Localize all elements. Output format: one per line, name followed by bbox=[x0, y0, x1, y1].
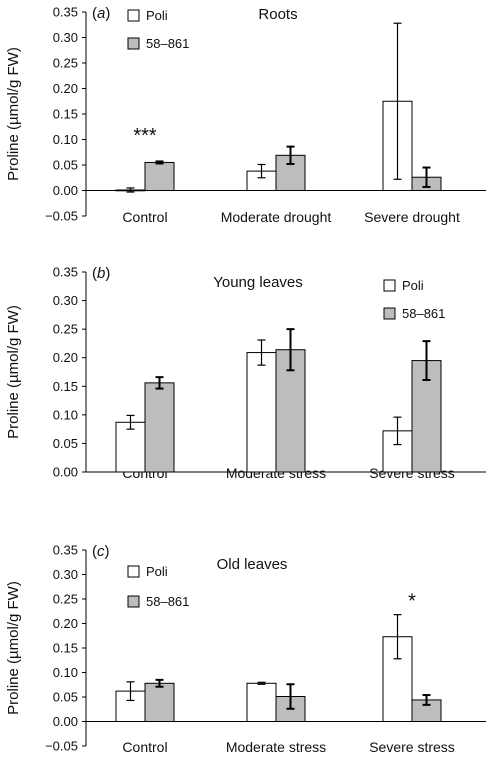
y-tick-label: 0.35 bbox=[53, 265, 78, 280]
y-tick-label: 0.25 bbox=[53, 592, 78, 607]
bar bbox=[144, 382, 175, 473]
x-tick-label: Control bbox=[122, 209, 167, 225]
chart-title: Roots bbox=[258, 6, 297, 23]
y-tick-label: 0.15 bbox=[53, 641, 78, 656]
legend-label: 58–861 bbox=[402, 306, 445, 321]
y-tick-label: 0.20 bbox=[53, 350, 78, 365]
chart-title: Old leaves bbox=[217, 556, 288, 573]
chart-panel-3: −0.05 0.00 0.05 0.10 0.15 0.20 0.25 0.30 0.35 Con… bbox=[5, 543, 486, 755]
y-tick-label: −0.05 bbox=[45, 739, 78, 754]
y-tick-label: 0.10 bbox=[53, 407, 78, 422]
y-tick-label: 0.05 bbox=[53, 158, 78, 173]
y-tick-label: 0.35 bbox=[53, 5, 78, 20]
y-tick-label: 0.25 bbox=[53, 322, 78, 337]
x-tick-label: Severe drought bbox=[364, 209, 460, 225]
legend-swatch bbox=[127, 565, 140, 578]
x-tick-label: Control bbox=[122, 739, 167, 755]
bar bbox=[144, 682, 175, 723]
y-tick-label: 0.00 bbox=[53, 183, 78, 198]
y-tick-label: 0.05 bbox=[53, 690, 78, 705]
y-tick-label: 0.10 bbox=[53, 665, 78, 680]
bar bbox=[144, 161, 175, 191]
significance-marker: *** bbox=[133, 125, 157, 147]
y-axis-label: Proline (µmol/g FW) bbox=[5, 47, 22, 181]
chart-panel-1: −0.05 0.00 0.05 0.10 0.15 0.20 0.25 0.30 0.35 Con… bbox=[5, 5, 486, 225]
legend-label: Poli bbox=[146, 564, 168, 579]
panel-label: (a) bbox=[92, 5, 110, 22]
bar bbox=[115, 690, 146, 722]
legend-swatch bbox=[127, 9, 140, 22]
y-tick-label: 0.15 bbox=[53, 107, 78, 122]
y-tick-label: 0.05 bbox=[53, 436, 78, 451]
y-tick-label: 0.00 bbox=[53, 714, 78, 729]
legend-label: Poli bbox=[402, 278, 424, 293]
bar bbox=[246, 352, 277, 473]
chart-title: Young leaves bbox=[213, 274, 303, 291]
y-axis-label: Proline (µmol/g FW) bbox=[5, 305, 22, 439]
y-tick-label: 0.00 bbox=[53, 465, 78, 480]
y-axis-label: Proline (µmol/g FW) bbox=[5, 581, 22, 715]
y-tick-label: 0.35 bbox=[53, 543, 78, 558]
y-tick-label: 0.25 bbox=[53, 56, 78, 71]
bar bbox=[246, 682, 277, 723]
y-tick-label: 0.30 bbox=[53, 30, 78, 45]
legend-label: 58–861 bbox=[146, 594, 189, 609]
x-tick-label: Moderate drought bbox=[221, 209, 332, 225]
legend-label: Poli bbox=[146, 8, 168, 23]
y-tick-label: −0.05 bbox=[45, 209, 78, 224]
significance-marker: * bbox=[408, 591, 416, 613]
y-tick-label: 0.30 bbox=[53, 567, 78, 582]
y-tick-label: 0.10 bbox=[53, 132, 78, 147]
panel-label: (b) bbox=[92, 265, 110, 282]
legend-swatch bbox=[383, 307, 396, 320]
y-tick-label: 0.30 bbox=[53, 293, 78, 308]
y-tick-label: 0.20 bbox=[53, 616, 78, 631]
x-tick-label: Moderate stress bbox=[226, 739, 326, 755]
y-tick-label: 0.20 bbox=[53, 81, 78, 96]
x-tick-label: Severe stress bbox=[369, 739, 455, 755]
legend-label: 58–861 bbox=[146, 36, 189, 51]
legend-swatch bbox=[127, 37, 140, 50]
panel-label: (c) bbox=[92, 543, 110, 560]
legend-swatch bbox=[383, 279, 396, 292]
y-tick-label: 0.15 bbox=[53, 379, 78, 394]
legend-swatch bbox=[127, 595, 140, 608]
